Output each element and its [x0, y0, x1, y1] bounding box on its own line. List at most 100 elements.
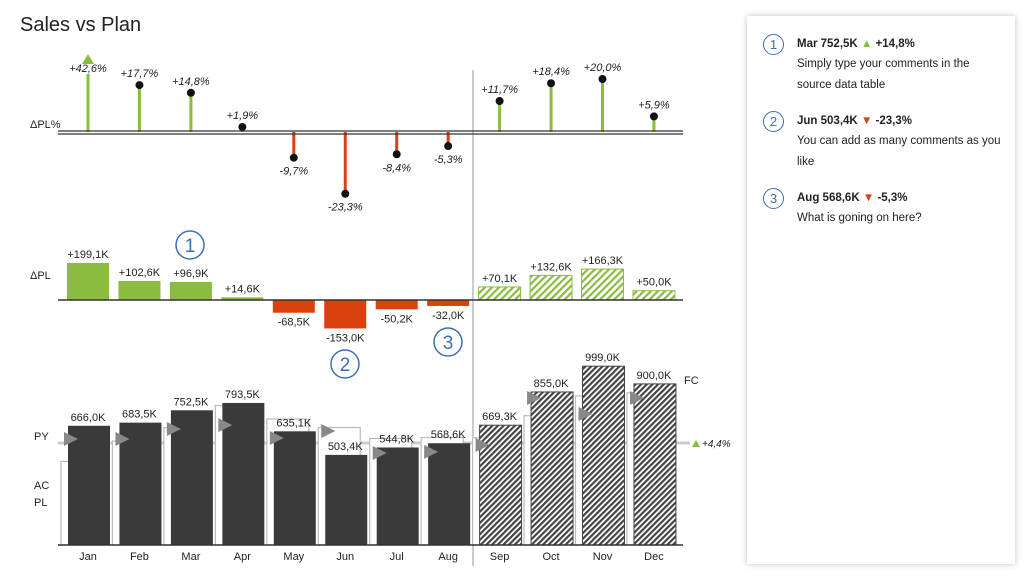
py-marker: [424, 444, 439, 459]
triangle-up-icon: ▲: [860, 38, 873, 50]
py-marker: [218, 418, 233, 433]
month-label: Aug: [438, 551, 458, 563]
dpl-label: -32,0K: [432, 310, 465, 322]
dpl-pct-dot: [186, 88, 195, 97]
py-marker: [166, 422, 181, 437]
ac-label: 666,0K: [71, 412, 107, 424]
ac-label: 568,6K: [431, 429, 467, 441]
dpl-label: -50,2K: [380, 313, 413, 325]
py-marker: [269, 430, 284, 445]
ac-label: 635,1K: [276, 417, 312, 429]
comment-text: Simply type your comments in the source …: [797, 58, 970, 91]
row-label-dpl-pct: ΔPL%: [30, 119, 61, 131]
ac-label: 900,0K: [637, 370, 673, 382]
py-marker: [64, 432, 78, 447]
row-label-py: PY: [34, 431, 49, 443]
py-marker: [629, 391, 644, 406]
comment-number: 1: [763, 34, 784, 55]
comment-number: 3: [763, 188, 784, 209]
dpl-pct-dot: [135, 81, 144, 90]
month-label: Jan: [79, 551, 97, 563]
sales-vs-plan-chart: ΔPL% ΔPL PY AC PL FC +42,6% +17,7% +14,8% +1,9% -9…: [30, 54, 731, 566]
ac-bar: [119, 422, 162, 545]
dpl-pct-label: -8,4%: [382, 162, 411, 174]
month-label: Apr: [234, 551, 251, 563]
dpl-bar: [581, 268, 624, 301]
dpl-pct-dot: [649, 112, 658, 121]
dpl-label: -153,0K: [326, 332, 365, 344]
month-label: Mar: [181, 551, 200, 563]
dpl-pct-label: +18,4%: [532, 66, 570, 78]
ac-label: 793,5K: [225, 389, 261, 401]
comment-value: Jun 503,4K: [797, 115, 858, 127]
comment-item: 1 Mar 752,5K ▲ +14,8% Simply type your c…: [763, 34, 1003, 96]
dpl-pct-dot: [547, 79, 556, 88]
row-label-fc: FC: [684, 375, 699, 387]
ac-bar: [273, 431, 316, 545]
ac-label: 999,0K: [585, 352, 621, 364]
py-marker: [115, 432, 130, 447]
annotation-marker-number: 1: [185, 236, 196, 257]
ac-label: 669,3K: [482, 411, 518, 423]
py-marker: [321, 423, 336, 438]
comment-delta: +14,8%: [875, 38, 915, 50]
dpl-pct-label: +1,9%: [227, 110, 259, 122]
dpl-bar: [169, 281, 212, 300]
month-label: Jun: [336, 551, 354, 563]
annotation-marker-number: 2: [340, 355, 351, 376]
dpl-pct-dot: [392, 150, 401, 159]
dpl-pct-label: +14,8%: [172, 76, 210, 88]
dpl-pct-dot: [238, 122, 247, 131]
comment-text: What is goning on here?: [797, 212, 922, 224]
dpl-pct-dot: [495, 96, 504, 105]
fc-bar: [582, 365, 625, 546]
dpl-label: +102,6K: [119, 267, 161, 279]
dpl-pct-dot: [598, 75, 607, 83]
dpl-label: +96,9K: [173, 268, 209, 280]
dpl-bar: [427, 300, 470, 306]
month-label: Feb: [130, 551, 149, 563]
dpl-bar: [478, 286, 522, 301]
dpl-bar: [221, 297, 264, 300]
comment-text: You can add as many comments as you like: [797, 135, 1001, 168]
comment-value: Aug 568,6K: [797, 192, 860, 204]
comment-heading: Jun 503,4K ▼ -23,3%: [797, 111, 1003, 131]
ac-label: 752,5K: [173, 396, 209, 408]
comments-panel: 1 Mar 752,5K ▲ +14,8% Simply type your c…: [747, 16, 1015, 564]
row-label-pl: PL: [34, 497, 47, 509]
annotation-marker-circle: [175, 230, 205, 260]
month-label: Oct: [542, 551, 559, 563]
dpl-pct-label: -23,3%: [328, 202, 363, 214]
triangle-down-icon: ▼: [862, 192, 875, 204]
dpl-bar: [375, 300, 418, 310]
dpl-label: +166,3K: [582, 255, 624, 267]
ac-bar: [68, 425, 110, 545]
dpl-label: +50,0K: [636, 277, 672, 289]
annotation-marker-circle: [330, 349, 360, 379]
ac-label: 683,5K: [122, 409, 158, 421]
comment-value: Mar 752,5K: [797, 38, 858, 50]
dpl-label: +199,1K: [67, 249, 109, 261]
triangle-down-icon: ▼: [860, 115, 873, 127]
row-label-ac: AC: [34, 480, 49, 492]
comment-delta: -5,3%: [877, 192, 908, 204]
py-marker: [372, 445, 387, 460]
py-marker: [578, 406, 593, 421]
dpl-bar: [529, 274, 573, 301]
ac-bar: [428, 443, 471, 545]
comment-heading: Mar 752,5K ▲ +14,8%: [797, 34, 1003, 54]
chart-title: Sales vs Plan: [20, 14, 142, 36]
dpl-pct-label: +11,7%: [481, 84, 518, 96]
dpl-bar: [67, 262, 109, 300]
dpl-pct-dot: [444, 142, 453, 151]
comment-item: 2 Jun 503,4K ▼ -23,3% You can add as man…: [763, 111, 1003, 173]
ac-label: 544,8K: [379, 433, 415, 445]
comment-number: 2: [763, 111, 784, 132]
dpl-pct-dot: [289, 153, 298, 162]
ac-bar: [376, 447, 419, 545]
dpl-pct-label: +42,6%: [69, 63, 107, 75]
row-label-dpl: ΔPL: [30, 270, 51, 282]
py-marker: [527, 391, 542, 406]
annotation-marker-number: 3: [443, 333, 454, 354]
comment-item: 3 Aug 568,6K ▼ -5,3% What is goning on h…: [763, 188, 1003, 229]
